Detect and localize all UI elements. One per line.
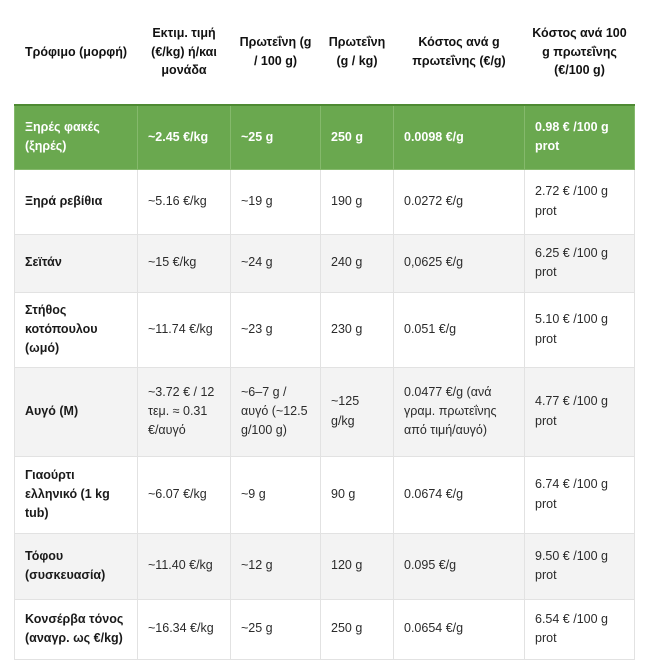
cell-protein-100g: ~12 g	[230, 532, 321, 600]
cell-protein-kg: 90 g	[320, 455, 394, 534]
cell-price: ~11.74 €/kg	[137, 291, 231, 368]
cell-protein-kg: 240 g	[320, 233, 394, 293]
cell-price: ~15 €/kg	[137, 233, 231, 293]
column-header-protein-per-kg: Πρωτεΐνη (g / kg)	[320, 0, 394, 105]
table-row-lentils-highlighted: Ξηρές φακές (ξηρές) ~2.45 €/kg ~25 g 250…	[14, 104, 635, 170]
cell-protein-100g: ~25 g	[230, 104, 321, 170]
column-header-cost-per-g-protein: Κόστος ανά g πρωτεΐνης (€/g)	[393, 0, 525, 105]
cell-price: ~3.72 € / 12 τεμ. ≈ 0.31 €/αυγό	[137, 366, 231, 457]
cell-protein-100g: ~25 g	[230, 598, 321, 660]
cell-price: ~5.16 €/kg	[137, 168, 231, 235]
cell-protein-kg: 190 g	[320, 168, 394, 235]
cell-protein-100g: ~19 g	[230, 168, 321, 235]
cell-protein-kg: ~125 g/kg	[320, 366, 394, 457]
table-row-chickpeas: Ξηρά ρεβίθια ~5.16 €/kg ~19 g 190 g 0.02…	[14, 168, 635, 235]
cell-protein-kg: 250 g	[320, 598, 394, 660]
column-header-est-price: Εκτιμ. τιμή (€/kg) ή/και μονάδα	[137, 0, 231, 105]
cell-cost-per-g: 0.051 €/g	[393, 291, 525, 368]
cell-cost-per-100g: 4.77 € /100 g prot	[524, 366, 635, 457]
table-row-greek-yogurt: Γιαούρτι ελληνικό (1 kg tub) ~6.07 €/kg …	[14, 455, 635, 534]
cell-cost-per-100g: 6.74 € /100 g prot	[524, 455, 635, 534]
table-row-egg: Αυγό (M) ~3.72 € / 12 τεμ. ≈ 0.31 €/αυγό…	[14, 366, 635, 457]
cell-price: ~6.07 €/kg	[137, 455, 231, 534]
cell-food: Σεϊτάν	[14, 233, 138, 293]
cell-cost-per-g: 0.0654 €/g	[393, 598, 525, 660]
cell-cost-per-100g: 0.98 € /100 g prot	[524, 104, 635, 170]
table-row-seitan: Σεϊτάν ~15 €/kg ~24 g 240 g 0,0625 €/g 6…	[14, 233, 635, 293]
cell-cost-per-100g: 9.50 € /100 g prot	[524, 532, 635, 600]
cell-protein-100g: ~6–7 g / αυγό (~12.5 g/100 g)	[230, 366, 321, 457]
cell-price: ~16.34 €/kg	[137, 598, 231, 660]
column-header-food: Τρόφιμο (μορφή)	[14, 0, 138, 105]
cell-cost-per-100g: 6.25 € /100 g prot	[524, 233, 635, 293]
cell-food: Στήθος κοτόπουλου (ωμό)	[14, 291, 138, 368]
cell-protein-kg: 120 g	[320, 532, 394, 600]
protein-cost-table: Τρόφιμο (μορφή) Εκτιμ. τιμή (€/kg) ή/και…	[14, 0, 635, 660]
table-row-tofu: Τόφου (συσκευασία) ~11.40 €/kg ~12 g 120…	[14, 532, 635, 600]
cell-protein-kg: 230 g	[320, 291, 394, 368]
cell-protein-kg: 250 g	[320, 104, 394, 170]
cell-cost-per-100g: 2.72 € /100 g prot	[524, 168, 635, 235]
cell-food: Τόφου (συσκευασία)	[14, 532, 138, 600]
cell-cost-per-g: 0.0272 €/g	[393, 168, 525, 235]
cell-food: Αυγό (M)	[14, 366, 138, 457]
table-row-chicken-breast: Στήθος κοτόπουλου (ωμό) ~11.74 €/kg ~23 …	[14, 291, 635, 368]
cell-cost-per-100g: 6.54 € /100 g prot	[524, 598, 635, 660]
column-header-cost-per-100g-protein: Κόστος ανά 100 g πρωτεΐνης (€/100 g)	[524, 0, 635, 105]
cell-price: ~11.40 €/kg	[137, 532, 231, 600]
cell-cost-per-g: 0.095 €/g	[393, 532, 525, 600]
table-row-canned-tuna: Κονσέρβα τόνος (αναγρ. ως €/kg) ~16.34 €…	[14, 598, 635, 660]
cell-cost-per-g: 0.0098 €/g	[393, 104, 525, 170]
cell-cost-per-g: 0.0477 €/g (ανά γραμ. πρωτεΐνης από τιμή…	[393, 366, 525, 457]
cell-protein-100g: ~9 g	[230, 455, 321, 534]
cell-protein-100g: ~24 g	[230, 233, 321, 293]
cell-cost-per-g: 0.0674 €/g	[393, 455, 525, 534]
cell-protein-100g: ~23 g	[230, 291, 321, 368]
cell-food: Ξηρές φακές (ξηρές)	[14, 104, 138, 170]
cell-cost-per-100g: 5.10 € /100 g prot	[524, 291, 635, 368]
cell-cost-per-g: 0,0625 €/g	[393, 233, 525, 293]
header-row: Τρόφιμο (μορφή) Εκτιμ. τιμή (€/kg) ή/και…	[14, 0, 635, 105]
protein-cost-table-container: Τρόφιμο (μορφή) Εκτιμ. τιμή (€/kg) ή/και…	[14, 0, 635, 660]
cell-food: Γιαούρτι ελληνικό (1 kg tub)	[14, 455, 138, 534]
cell-food: Ξηρά ρεβίθια	[14, 168, 138, 235]
cell-price: ~2.45 €/kg	[137, 104, 231, 170]
cell-food: Κονσέρβα τόνος (αναγρ. ως €/kg)	[14, 598, 138, 660]
column-header-protein-per-100g: Πρωτεΐνη (g / 100 g)	[230, 0, 321, 105]
